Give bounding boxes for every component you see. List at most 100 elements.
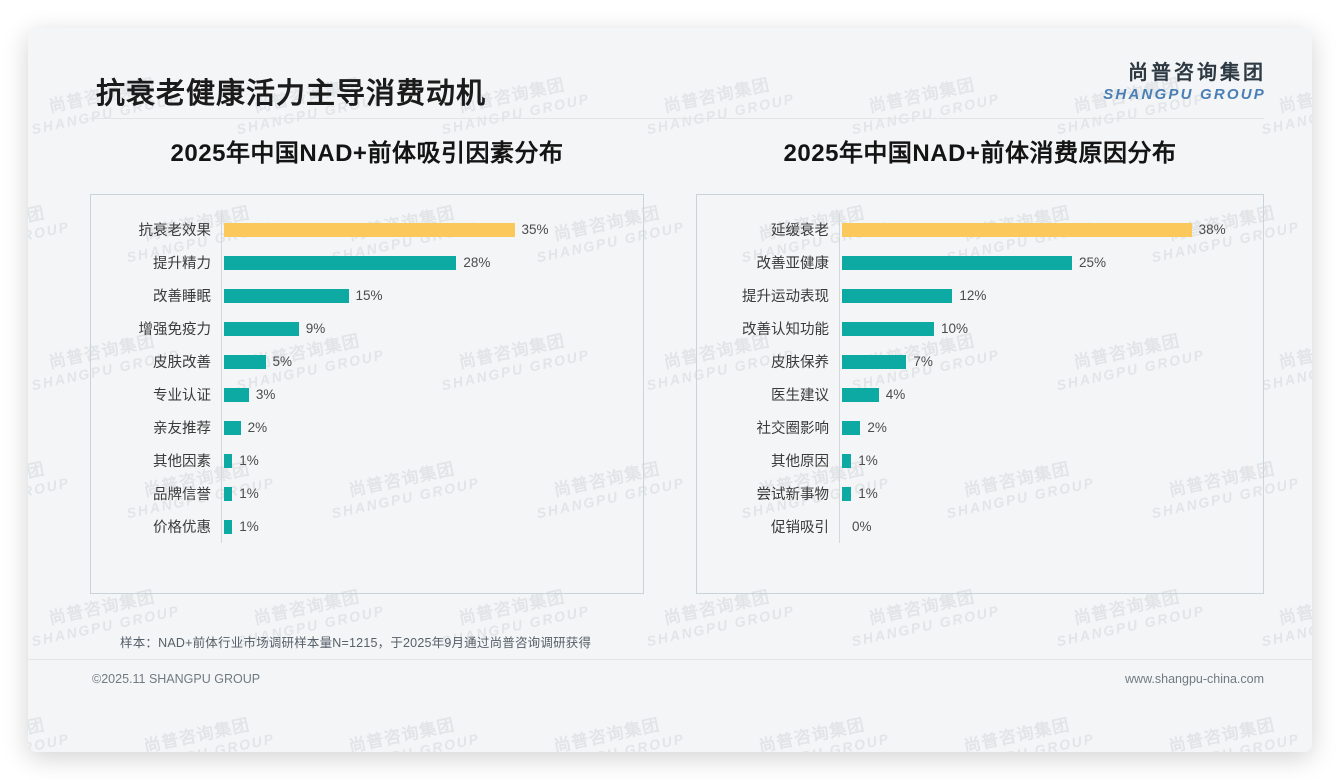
- bar: [842, 321, 934, 336]
- bar-value-label: 10%: [941, 321, 969, 336]
- watermark-chinese: 尚普咨询集团: [962, 715, 1072, 752]
- bar-track: 1%: [839, 444, 1253, 477]
- bar-row: 延缓衰老 38%: [707, 213, 1253, 246]
- bar-value-label: 0%: [852, 519, 872, 534]
- bar-value-label: 9%: [305, 321, 326, 336]
- bar-category-label: 改善亚健康: [756, 256, 830, 272]
- bar-row: 提升精力 28%: [101, 246, 633, 279]
- bar-value-label: 1%: [858, 453, 878, 468]
- bar-row: 尝试新事物 1%: [707, 477, 1253, 510]
- logo-english-text: SHANGPU GROUP: [1103, 86, 1266, 103]
- chart-panel-left: 抗衰老效果 35% 提升精力 28% 改善睡眠 15% 增强免疫力 9% 皮肤改善 5% 专业认证 3…: [90, 194, 644, 594]
- bar-category-label: 提升精力: [153, 256, 211, 272]
- bar: [224, 354, 266, 369]
- bar-row: 专业认证 3%: [101, 378, 633, 411]
- bar-value-label: 7%: [913, 354, 933, 369]
- bar-category-label: 改善睡眠: [153, 289, 211, 305]
- watermark-chinese: 尚普咨询集团: [347, 715, 457, 752]
- bar: [224, 321, 299, 336]
- bar-value-label: 12%: [959, 288, 987, 303]
- bar-track: 1%: [221, 477, 633, 510]
- bar-value-label: 1%: [239, 486, 259, 501]
- bar: [842, 420, 861, 435]
- watermark-english: SHANGPU GROUP: [850, 601, 1002, 649]
- bar-row: 价格优惠 1%: [101, 510, 633, 543]
- chart-title-left: 2025年中国NAD+前体吸引因素分布: [170, 140, 564, 167]
- bar-category-label: 其他原因: [771, 454, 829, 470]
- copyright-text: ©2025.11 SHANGPU GROUP: [92, 672, 261, 686]
- bar-value-label: 25%: [1079, 255, 1107, 270]
- footer-divider: [28, 659, 1312, 660]
- watermark-english: SHANGPU GROUP: [535, 730, 686, 752]
- bar-category-label: 尝试新事物: [756, 487, 830, 503]
- bar-value-label: 1%: [239, 453, 259, 468]
- bar-track: 1%: [221, 510, 633, 543]
- bar-value-label: 1%: [239, 519, 259, 534]
- bar-category-label: 其他因素: [153, 454, 211, 470]
- logo-chinese-text: 尚普咨询集团: [1128, 62, 1266, 84]
- watermark-chinese: 尚普咨询集团: [28, 715, 47, 752]
- bar: [842, 453, 852, 468]
- bar: [224, 420, 241, 435]
- bar: [224, 387, 249, 402]
- bar: [224, 453, 233, 468]
- bar-value-label: 38%: [1198, 222, 1226, 237]
- watermark-english: SHANGPU GROUP: [1055, 601, 1207, 649]
- bar-track: 15%: [221, 279, 633, 312]
- bar-category-label: 社交圈影响: [756, 421, 830, 437]
- bar-category-label: 价格优惠: [153, 520, 211, 536]
- bar-category-label: 品牌信誉: [153, 487, 211, 503]
- bar-row: 医生建议 4%: [707, 378, 1253, 411]
- watermark-english: SHANGPU GROUP: [945, 730, 1096, 752]
- bar-track: 9%: [221, 312, 633, 345]
- bar-track: 12%: [839, 279, 1253, 312]
- chart-column-left: 2025年中国NAD+前体吸引因素分布 抗衰老效果 35% 提升精力 28% 改善睡眠 1…: [28, 133, 670, 594]
- bar-row: 改善亚健康 25%: [707, 246, 1253, 279]
- bar-value-label: 35%: [521, 222, 549, 237]
- bar: [842, 354, 907, 369]
- bar: [842, 387, 879, 402]
- bar-category-label: 专业认证: [153, 388, 211, 404]
- bar-row: 改善认知功能 10%: [707, 312, 1253, 345]
- bar-row: 皮肤改善 5%: [101, 345, 633, 378]
- bar-row: 亲友推荐 2%: [101, 411, 633, 444]
- bar-row: 促销吸引 0%: [707, 510, 1253, 543]
- bar-track: 3%: [221, 378, 633, 411]
- bar-value-label: 2%: [247, 420, 268, 435]
- bar-row: 增强免疫力 9%: [101, 312, 633, 345]
- bar-row: 其他因素 1%: [101, 444, 633, 477]
- header-divider: [90, 118, 1264, 119]
- watermark-english: SHANGPU GROUP: [1150, 730, 1301, 752]
- bar-row: 抗衰老效果 35%: [101, 213, 633, 246]
- charts-container: 2025年中国NAD+前体吸引因素分布 抗衰老效果 35% 提升精力 28% 改善睡眠 1…: [28, 133, 1312, 594]
- bar: [224, 288, 349, 303]
- bar-rows-right: 延缓衰老 38% 改善亚健康 25% 提升运动表现 12% 改善认知功能 10% 皮肤保养 7% 医…: [707, 213, 1253, 577]
- bar-category-label: 皮肤保养: [771, 355, 829, 371]
- bar-track: 2%: [839, 411, 1253, 444]
- bar-category-label: 亲友推荐: [153, 421, 211, 437]
- bar-track: 10%: [839, 312, 1253, 345]
- sample-footnote: 样本：NAD+前体行业市场调研样本量N=1215，于2025年9月通过尚普咨询调…: [120, 636, 592, 650]
- bar-value-label: 4%: [885, 387, 906, 402]
- website-link[interactable]: www.shangpu-china.com: [1125, 672, 1264, 686]
- bar-row: 社交圈影响 2%: [707, 411, 1253, 444]
- bar-value-label: 2%: [867, 420, 887, 435]
- bar-track: 4%: [839, 378, 1253, 411]
- bar-category-label: 促销吸引: [771, 520, 829, 536]
- bar-track: 35%: [221, 213, 633, 246]
- bar: [842, 288, 953, 303]
- watermark-english: SHANGPU GROUP: [330, 730, 481, 752]
- watermark-chinese: 尚普咨询集团: [757, 715, 867, 752]
- watermark-chinese: 尚普咨询集团: [552, 715, 662, 752]
- bar: [842, 255, 1072, 270]
- bar-category-label: 改善认知功能: [742, 322, 829, 338]
- watermark-english: SHANGPU GROUP: [28, 730, 71, 752]
- slide: 尚普咨询集团 SHANGPU GROUP 尚普咨询集团 SHANGPU GROUP 尚普…: [28, 28, 1312, 752]
- bar-category-label: 增强免疫力: [138, 322, 212, 338]
